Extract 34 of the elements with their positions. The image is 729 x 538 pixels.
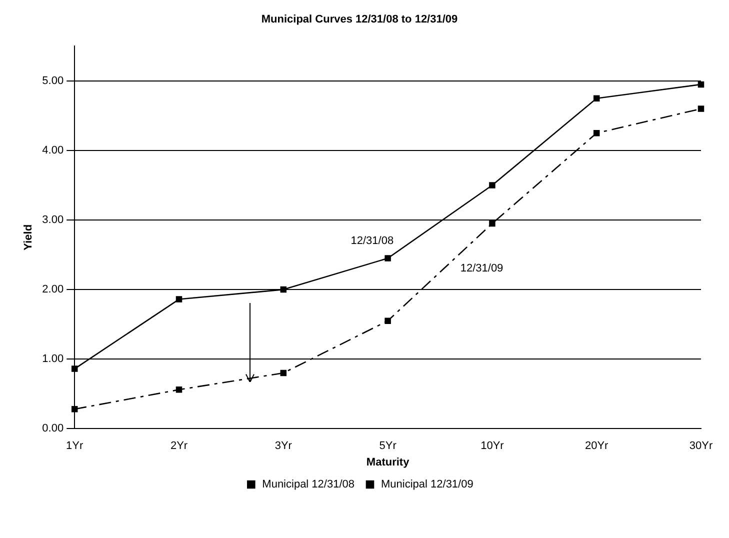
point — [384, 318, 391, 324]
point — [698, 81, 704, 88]
y-tick-label: 0.00 — [42, 422, 64, 435]
point — [71, 406, 78, 412]
y-tick-label: 4.00 — [42, 144, 64, 157]
annotation: 12/31/09 — [460, 262, 504, 275]
y-axis-title: Yield — [22, 224, 35, 250]
x-tick-label: 5Yr — [379, 440, 397, 452]
y-tick-label: 2.00 — [42, 284, 64, 296]
x-tick-label: 2Yr — [170, 440, 188, 452]
y-tick-label: 1.00 — [42, 353, 64, 366]
point — [176, 296, 182, 302]
y-tick-label: 5.00 — [42, 74, 64, 87]
x-tick-label: 10Yr — [480, 440, 504, 452]
point — [489, 220, 496, 227]
legend-label: Municipal 12/31/08 — [262, 478, 355, 491]
point — [593, 95, 600, 102]
point — [489, 182, 496, 188]
annotation: 12/31/08 — [350, 234, 394, 247]
x-axis-title: Maturity — [366, 456, 410, 468]
chart-title: Municipal Curves 12/31/08 to 12/31/09 — [261, 14, 458, 26]
point — [71, 366, 78, 372]
x-tick-label: 3Yr — [274, 440, 292, 452]
x-tick-label: 1Yr — [66, 440, 84, 452]
point — [384, 255, 391, 262]
point — [280, 286, 287, 293]
point — [698, 106, 704, 112]
point — [176, 386, 182, 393]
point — [593, 130, 600, 136]
x-tick-label: 20Yr — [584, 440, 609, 452]
y-tick-label: 3.00 — [42, 214, 64, 226]
x-tick-label: 30Yr — [689, 440, 713, 452]
point — [280, 370, 287, 376]
legend-label: Municipal 12/31/09 — [381, 478, 474, 491]
